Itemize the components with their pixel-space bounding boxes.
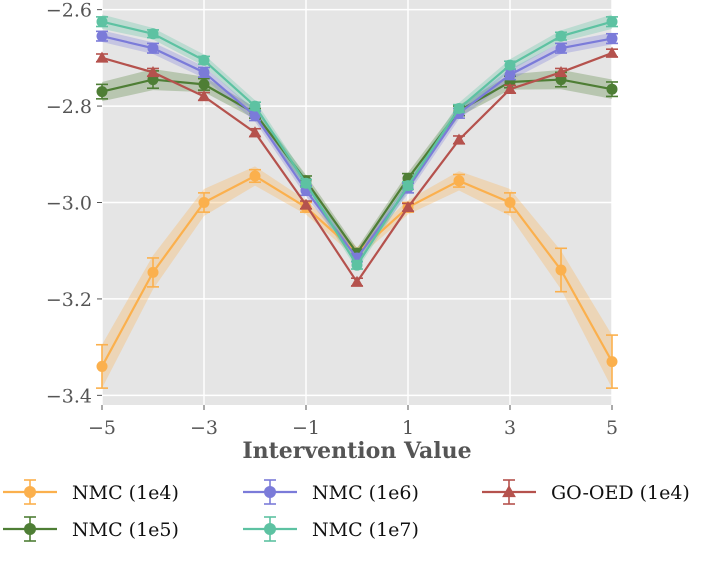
legend-item: NMC (1e6) [243,479,419,505]
point-nmc-1e7 [453,102,465,114]
point-nmc-1e7 [300,177,312,189]
point-nmc-1e6 [96,30,108,42]
x-axis-label: Intervention Value [242,438,471,464]
point-go-oed-1e4 [197,90,211,102]
band-nmc-1e7 [102,14,612,271]
point-nmc-1e4 [96,360,108,372]
point-nmc-1e6 [555,42,567,54]
legend-item: NMC (1e5) [3,516,179,542]
point-nmc-1e6 [504,69,516,81]
point-nmc-1e6 [147,42,159,54]
series-layer [95,16,619,389]
point-go-oed-1e4 [299,198,313,210]
legend-item: NMC (1e7) [243,516,419,542]
point-go-oed-1e4 [146,65,160,78]
point-go-oed-1e4 [248,126,262,138]
x-tick-label: 3 [504,417,516,439]
legend-marker [24,486,36,498]
point-nmc-1e7 [147,28,159,40]
point-nmc-1e7 [198,54,210,66]
point-nmc-1e4 [504,197,516,208]
legend-marker [24,523,36,535]
point-nmc-1e7 [555,30,567,42]
point-nmc-1e7 [504,59,516,71]
legend-label: NMC (1e4) [72,482,179,504]
legend: NMC (1e4) NMC (1e5) NMC (1e6) NMC (1e7) GO-O… [3,479,690,542]
x-tick-label: −1 [292,417,320,439]
point-go-oed-1e4 [554,65,568,78]
point-nmc-1e4 [147,266,159,278]
legend-label: NMC (1e7) [312,519,419,541]
band-nmc-1e6 [102,30,612,263]
point-nmc-1e4 [453,175,465,187]
point-go-oed-1e4 [401,200,415,213]
y-tick-label: −2.6 [46,0,92,22]
legend-marker [264,486,276,498]
point-nmc-1e4 [249,170,261,182]
legend-item: NMC (1e4) [3,479,179,505]
x-tick-label: 5 [606,417,618,439]
point-nmc-1e4 [555,264,567,276]
point-go-oed-1e4 [95,51,109,63]
legend-label: NMC (1e5) [72,519,179,541]
point-nmc-1e4 [198,197,210,208]
y-tick-label: −2.8 [46,96,92,118]
point-nmc-1e7 [351,259,363,271]
point-go-oed-1e4 [605,46,619,58]
point-nmc-1e6 [198,66,210,78]
y-tick-label: −3.4 [46,385,92,407]
point-go-oed-1e4 [350,275,364,287]
point-nmc-1e7 [249,100,261,112]
point-nmc-1e5 [198,78,210,90]
x-tick-label: 1 [402,417,414,439]
legend-label: GO-OED (1e4) [551,482,690,504]
point-nmc-1e7 [606,16,618,28]
point-nmc-1e7 [96,16,108,28]
x-tick-label: −5 [88,417,116,439]
legend-label: NMC (1e6) [312,482,419,504]
point-nmc-1e7 [402,180,414,192]
legend-item: GO-OED (1e4) [482,479,690,505]
legend-marker [502,485,516,498]
point-nmc-1e5 [96,86,108,98]
x-tick-label: −3 [190,417,218,439]
point-go-oed-1e4 [452,133,466,145]
legend-marker [264,523,276,535]
point-go-oed-1e4 [503,82,517,94]
point-nmc-1e4 [606,356,618,368]
y-tick-label: −3.0 [46,193,92,215]
point-nmc-1e5 [606,83,618,95]
point-nmc-1e6 [606,33,618,45]
point-nmc-1e6 [249,110,261,122]
y-tick-label: −3.2 [46,289,92,311]
tick-layer: −5 −3 −1 1 3 5 −2.6 −2.8 −3.0 −3.2 −3.4 [46,0,618,439]
